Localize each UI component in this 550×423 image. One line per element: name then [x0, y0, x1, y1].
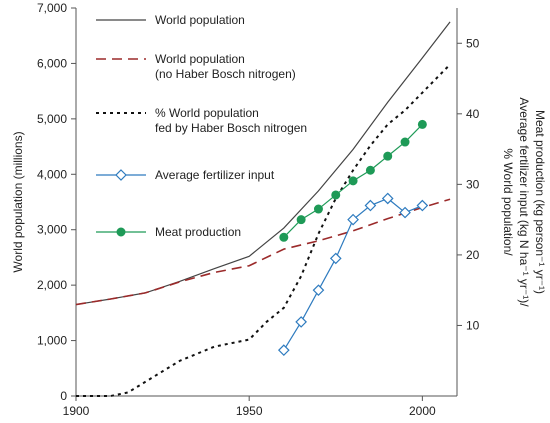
legend-item: World population: [96, 13, 245, 27]
data-point: [364, 199, 377, 212]
series-0: [75, 21, 451, 306]
y-tick-label: 6,000: [37, 56, 67, 70]
series-line: [75, 198, 451, 306]
data-point: [383, 151, 393, 161]
series-1: [75, 198, 451, 306]
legend-label: fed by Haber Bosch nitrogen: [155, 121, 307, 135]
data-point: [277, 344, 290, 356]
y-tick-label: 2,000: [37, 278, 67, 292]
series-2: [76, 63, 451, 397]
legend-item: Meat production: [96, 225, 241, 239]
x-tick-label: 1950: [236, 404, 263, 418]
legend-item: World population(no Haber Bosch nitrogen…: [96, 52, 296, 81]
legend-label: Average fertilizer input: [155, 168, 275, 182]
x-tick-label: 2000: [409, 404, 436, 418]
data-point: [279, 232, 289, 242]
data-point: [347, 213, 359, 226]
y-tick-label: 7,000: [37, 1, 67, 15]
data-point: [296, 215, 306, 225]
data-point: [329, 252, 342, 265]
y-tick-label: 1,000: [37, 334, 67, 348]
legend-label: World population: [155, 13, 245, 27]
y2-tick-label: 20: [466, 248, 480, 262]
data-point: [348, 176, 358, 186]
y2-axis-title-line: Average fertilizer input (kg N ha⁻¹ yr⁻¹…: [517, 97, 531, 307]
axes: 0 1,000 2,000 3,000 4,000 5,000 6,000 7,000 10 20…: [11, 1, 547, 418]
series-line: [76, 63, 451, 397]
legend-marker: [115, 169, 127, 181]
data-point: [416, 199, 429, 212]
y2-tick-label: 10: [466, 318, 480, 332]
y-axis-title: World population (millions): [11, 131, 25, 272]
data-point: [381, 192, 394, 205]
data-point: [295, 316, 307, 328]
y-tick-label: 4,000: [37, 167, 67, 181]
y2-axis-title-line: % World population/: [501, 148, 515, 256]
series-3: [277, 192, 429, 356]
legend-label: World population: [155, 52, 245, 66]
series-layer: [75, 21, 451, 397]
series-4: [279, 119, 427, 242]
y-tick-label: 3,000: [37, 223, 67, 237]
data-point: [331, 190, 341, 200]
data-point: [313, 204, 323, 214]
y-tick-label: 0: [60, 389, 67, 403]
y-tick-label: 5,000: [37, 112, 67, 126]
data-point: [417, 119, 427, 129]
legend-label: (no Haber Bosch nitrogen): [155, 67, 296, 81]
legend-label: % World population: [155, 106, 259, 120]
y2-axis-title-line: Meat production (kg person⁻¹ yr⁻¹): [533, 110, 547, 294]
data-point: [400, 137, 410, 147]
y2-tick-label: 40: [466, 107, 480, 121]
series-line: [75, 21, 451, 306]
data-point: [399, 206, 411, 219]
data-point: [312, 284, 325, 297]
legend-item: Average fertilizer input: [96, 168, 275, 182]
y2-tick-label: 50: [466, 36, 480, 50]
y2-tick-label: 30: [466, 177, 480, 191]
x-tick-label: 1900: [63, 404, 90, 418]
data-point: [365, 165, 375, 175]
legend-marker: [116, 227, 126, 237]
legend-label: Meat production: [155, 225, 241, 239]
